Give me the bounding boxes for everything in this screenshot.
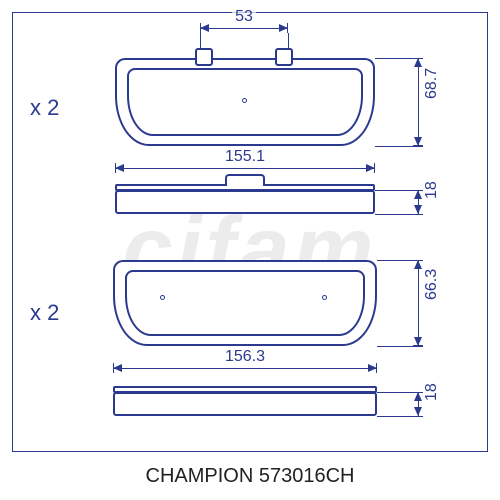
bottom-pad-hole-r — [322, 295, 327, 300]
dim-label: 18 — [423, 178, 441, 202]
dim-label: 66.3 — [423, 266, 441, 303]
quantity-label-top: x 2 — [30, 95, 59, 121]
top-pad-hole — [242, 98, 247, 103]
bottom-pad-hole-l — [160, 295, 165, 300]
caption: CHAMPION 573016CH — [0, 465, 500, 488]
diagram-container: cifam x 2 x 2 53 68.7 155.1 18 — [0, 0, 500, 500]
top-pad-side — [115, 190, 375, 214]
dim-label: 156.3 — [222, 348, 268, 366]
dim-label: 53 — [232, 8, 256, 26]
quantity-label-bottom: x 2 — [30, 300, 59, 326]
top-pad-sensor-right — [275, 48, 293, 66]
bottom-pad-face — [113, 260, 377, 346]
partno-label: 573016CH — [259, 465, 355, 487]
dim-label: 155.1 — [222, 148, 268, 166]
bottom-pad-side — [113, 392, 377, 416]
brand-label: CHAMPION — [146, 465, 254, 487]
dim-label: 18 — [423, 380, 441, 404]
top-pad-clip — [225, 174, 265, 186]
top-pad-sensor-left — [195, 48, 213, 66]
bottom-pad-side-plate — [113, 386, 377, 393]
dim-label: 68.7 — [423, 65, 441, 102]
